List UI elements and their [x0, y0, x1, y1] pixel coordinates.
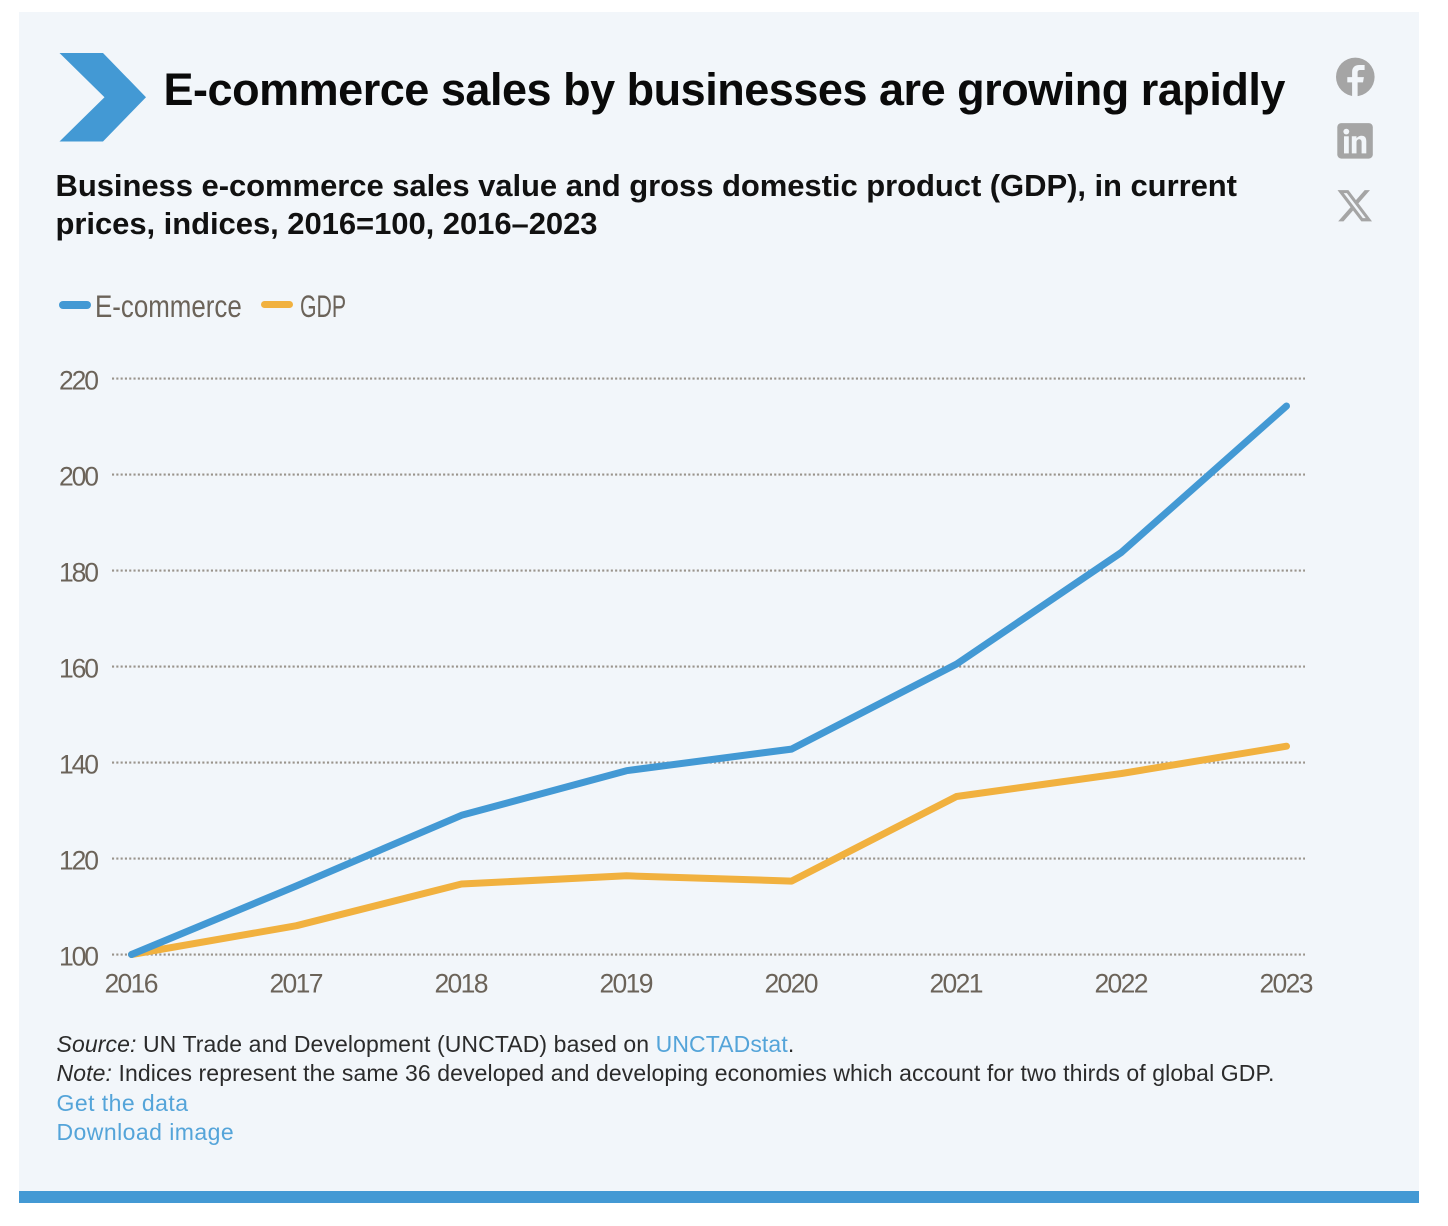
- svg-text:2016: 2016: [104, 969, 158, 999]
- svg-text:200: 200: [59, 462, 99, 492]
- svg-text:2022: 2022: [1094, 969, 1148, 999]
- svg-text:2017: 2017: [269, 969, 323, 999]
- svg-text:2019: 2019: [599, 969, 653, 999]
- svg-text:140: 140: [59, 750, 99, 780]
- svg-text:180: 180: [59, 558, 99, 588]
- svg-text:120: 120: [59, 846, 99, 876]
- svg-text:2021: 2021: [929, 969, 983, 999]
- svg-text:2018: 2018: [434, 969, 488, 999]
- svg-text:2020: 2020: [764, 969, 818, 999]
- svg-text:2023: 2023: [1259, 969, 1313, 999]
- svg-text:160: 160: [59, 654, 99, 684]
- svg-text:220: 220: [59, 366, 99, 396]
- svg-text:100: 100: [59, 942, 99, 972]
